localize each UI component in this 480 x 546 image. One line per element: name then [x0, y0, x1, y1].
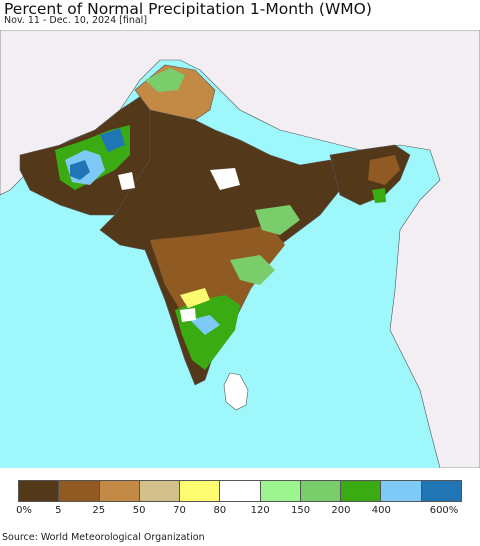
page-title: Percent of Normal Precipitation 1-Month …: [4, 0, 372, 18]
precipitation-map: [0, 30, 480, 468]
outside-land-north: [0, 30, 480, 468]
legend-swatch-1: [59, 481, 100, 501]
legend-swatch-0: [19, 481, 60, 501]
legend-tick-label: 80: [213, 505, 227, 516]
legend-swatch-4: [180, 481, 221, 501]
legend-swatch-6: [260, 481, 301, 501]
india-south-blue: [190, 315, 220, 335]
legend-tick-label: 50: [132, 505, 146, 516]
sri-lanka: [223, 372, 249, 411]
northeast-green: [372, 188, 386, 203]
legend-swatch-8: [341, 481, 382, 501]
date-range: Nov. 11 - Dec. 10, 2024 [final]: [4, 15, 148, 26]
legend-tick-label: 120: [250, 505, 270, 516]
legend-swatch-5: [220, 481, 261, 501]
legend-tick-label: 0%: [16, 505, 32, 516]
northeast-mid: [368, 155, 400, 185]
legend-swatch-9: [381, 481, 422, 501]
dry-white-area-3: [180, 308, 196, 322]
legend-tick-label: 400: [371, 505, 391, 516]
india-yellow-strip: [180, 288, 210, 308]
legend-swatch-7: [300, 481, 342, 501]
legend-tick-label: 600%: [429, 505, 459, 516]
india-southeast-green: [230, 255, 275, 285]
dry-white-area-1: [210, 168, 240, 190]
legend-ticks: 0% 5 25 50 70 80 120 150 200 400 600%: [0, 505, 480, 519]
dry-white-area-2: [118, 172, 135, 190]
source-credit: Source: World Meteorological Organizatio…: [2, 532, 205, 543]
legend-swatch-2: [99, 481, 140, 501]
pakistan-wet-north: [100, 128, 125, 152]
north-wet-patch: [145, 68, 185, 92]
legend-tick-label: 5: [55, 505, 62, 516]
india-east-green: [255, 205, 300, 235]
legend-tick-label: 200: [331, 505, 351, 516]
legend-swatch-3: [139, 481, 181, 501]
legend-swatch-10: [421, 481, 461, 501]
color-legend: [18, 480, 462, 502]
india-south-mixed: [150, 225, 285, 330]
legend-tick-label: 150: [290, 505, 311, 516]
legend-tick-label: 70: [173, 505, 186, 516]
legend-tick-label: 25: [92, 505, 106, 516]
pakistan-wet-max: [70, 160, 90, 180]
